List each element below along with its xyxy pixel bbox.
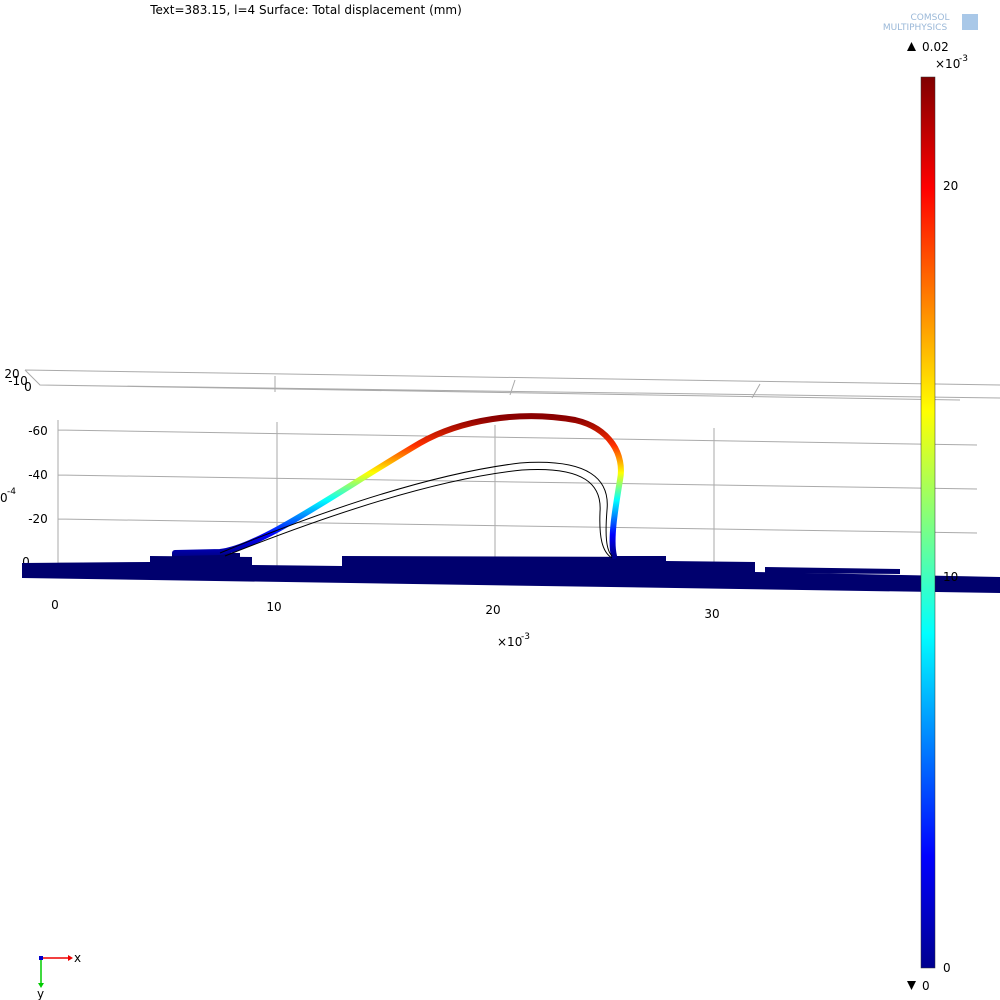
plot-title: Text=383.15, l=4 Surface: Total displace… [149,3,462,17]
triad-y: y [37,987,44,1000]
y-tick-label: -60 [28,424,48,438]
triad-x: x [74,951,81,965]
axis-triad [38,955,73,988]
x-exponent: -3 [521,632,530,642]
x-tick-label: 0 [51,598,59,612]
y-cut-label: 0 [0,491,8,505]
x-multiplier: ×10 [497,635,522,649]
y-exponent: -4 [7,487,16,497]
undeformed-outline [219,461,613,557]
colorbar-tick: 0 [943,961,951,975]
min-arrow [907,981,916,990]
colorbar-min: 0 [922,979,930,993]
x-tick-label: 30 [704,607,719,621]
y-tick-label: -20 [28,512,48,526]
back-grid [24,369,1000,401]
colorbar-tick: 20 [943,179,958,193]
colorbar-multiplier: ×10 [935,57,960,71]
x-tick-label: 10 [266,600,281,614]
max-arrow [907,42,916,51]
back-label: 0 [24,380,32,394]
logo: MULTIPHYSICS [883,23,948,33]
back-label: -10 [8,374,28,388]
y-tick-label: 0 [22,555,30,569]
undeformed-outline [224,468,613,559]
back-label: 20 [4,367,19,381]
logo-icon [962,14,978,30]
x-tick-label: 20 [485,603,500,617]
colorbar-exponent: -3 [959,54,968,64]
colorbar-max: 0.02 [922,40,949,54]
y-tick-label: -40 [28,468,48,482]
logo: COMSOL [911,13,950,23]
colorbar [920,76,936,969]
substrate [22,553,1000,593]
deformed-beam [172,413,624,559]
colorbar-tick: 10 [943,570,958,584]
